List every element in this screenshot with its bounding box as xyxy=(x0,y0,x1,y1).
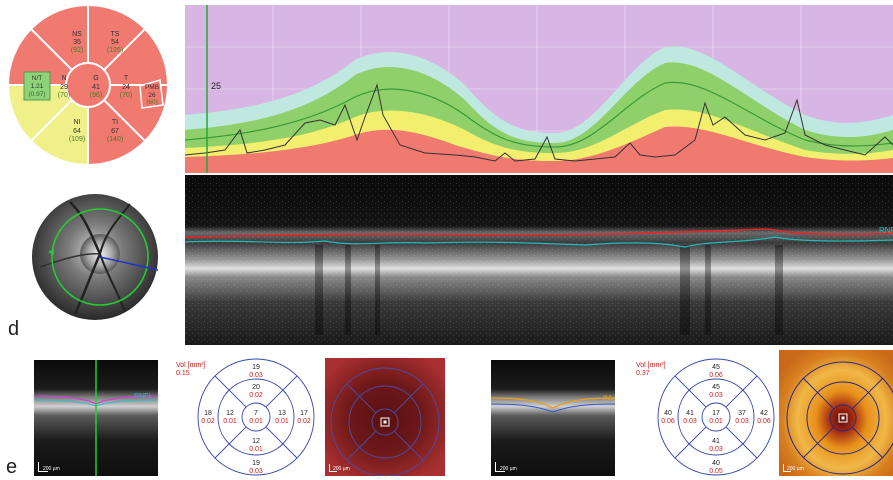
ns-normal: (92) xyxy=(71,47,83,54)
pmb-label: PMB xyxy=(145,84,159,91)
pmb-value: 26 xyxy=(148,92,156,99)
l-outer-right-v: 0.02 xyxy=(297,418,311,425)
pmb-normal: (60) xyxy=(146,99,158,106)
profile-patient-line xyxy=(185,83,893,162)
l-inner-top-v: 0.02 xyxy=(249,392,263,399)
nt-normal: (0.97) xyxy=(29,91,46,98)
sector-g xyxy=(65,62,111,108)
l-inner-left-t: 12 xyxy=(226,410,234,417)
r-inner-bottom-v: 0.03 xyxy=(709,446,723,453)
r-outer-top-v: 0.06 xyxy=(709,372,723,379)
r-outer-top-t: 45 xyxy=(712,364,720,371)
etdrs-grid-left: Vol [mm³] 0.15 19 0.03 20 0.02 18 0.02 1… xyxy=(176,358,315,476)
l-outer-bottom-t: 19 xyxy=(252,460,260,467)
t-label: T xyxy=(124,75,129,82)
oct-bscan: RNFL xyxy=(185,175,893,345)
n-label: N xyxy=(61,75,66,82)
r-center-t: 17 xyxy=(712,410,720,417)
l-outer-bottom-v: 0.03 xyxy=(249,468,263,475)
r-inner-right-t: 37 xyxy=(738,410,746,417)
right-layer-label: INL xyxy=(603,395,614,402)
l-inner-bottom-t: 12 xyxy=(252,438,260,445)
r-inner-left-t: 41 xyxy=(686,410,694,417)
rnfl-thickness-profile: 25 xyxy=(185,5,893,173)
fundus-image xyxy=(32,194,159,320)
ni-value: 64 xyxy=(73,128,81,135)
nt-label: N/T xyxy=(32,75,43,82)
ts-value: 54 xyxy=(111,39,119,46)
l-outer-top-v: 0.03 xyxy=(249,372,263,379)
r-outer-left-t: 40 xyxy=(664,410,672,417)
r-outer-bottom-v: 0.05 xyxy=(709,468,723,475)
nt-ratio-box xyxy=(23,71,51,101)
etdrs-grid-right: Vol [mm³] 0.37 45 0.06 45 0.03 40 0.06 4… xyxy=(636,358,775,476)
ti-normal: (140) xyxy=(107,136,123,143)
ni-label: NI xyxy=(74,119,81,126)
left-map-scale: 200 µm xyxy=(333,466,350,472)
r-inner-bottom-t: 41 xyxy=(712,438,720,445)
left-vol-label: Vol [mm³] xyxy=(176,362,206,369)
r-center-v: 0.01 xyxy=(709,418,723,425)
right-bscan-scale: 200 µm xyxy=(500,466,517,472)
l-inner-right-v: 0.01 xyxy=(275,418,289,425)
nt-value: 1.21 xyxy=(31,83,44,90)
profile-marker-label: 25 xyxy=(211,81,221,91)
ilm-boundary xyxy=(185,228,893,238)
g-value: 41 xyxy=(92,84,100,91)
ni-normal: (109) xyxy=(69,136,85,143)
g-normal: (96) xyxy=(90,92,102,99)
ns-label: NS xyxy=(72,31,82,38)
ti-label: TI xyxy=(112,119,118,126)
l-center-t: 7 xyxy=(254,410,258,417)
ti-value: 67 xyxy=(111,128,119,135)
ts-normal: (126) xyxy=(107,47,123,54)
r-inner-left-v: 0.03 xyxy=(683,418,697,425)
right-vol-label: Vol [mm³] xyxy=(636,362,666,369)
bscan-layer-label: RNFL xyxy=(879,226,893,235)
r-outer-bottom-t: 40 xyxy=(712,460,720,467)
profile-band-red xyxy=(185,126,893,173)
ns-value: 35 xyxy=(73,39,81,46)
r-outer-right-t: 42 xyxy=(760,410,768,417)
r-outer-right-v: 0.06 xyxy=(757,418,771,425)
rnfl-boundary xyxy=(185,236,893,248)
l-center-v: 0.01 xyxy=(249,418,263,425)
thickness-map-left: 200 µm xyxy=(325,358,445,476)
t-normal: (70) xyxy=(120,92,132,99)
l-inner-left-v: 0.01 xyxy=(223,418,237,425)
n-normal: (70) xyxy=(58,92,70,99)
right-vol-value: 0.37 xyxy=(636,370,650,377)
l-outer-right-t: 17 xyxy=(300,410,308,417)
panel-label-d: d xyxy=(8,318,20,340)
scan-circle xyxy=(51,208,149,306)
macula-bscan-right: INL 200 µm xyxy=(491,360,615,476)
l-inner-right-t: 13 xyxy=(278,410,286,417)
right-map-scale: 200 µm xyxy=(787,466,804,472)
pmb-box xyxy=(139,79,164,109)
panel-label-e: e xyxy=(6,456,18,478)
r-inner-top-v: 0.03 xyxy=(709,392,723,399)
r-inner-right-v: 0.03 xyxy=(735,418,749,425)
g-label: G xyxy=(93,75,98,82)
t-value: 24 xyxy=(122,84,130,91)
l-outer-left-v: 0.02 xyxy=(201,418,215,425)
thickness-map-right: 200 µm xyxy=(779,350,893,476)
left-layer-label: RNFL xyxy=(134,393,152,400)
l-inner-top-t: 20 xyxy=(252,384,260,391)
profile-normative-line xyxy=(185,81,893,148)
scan-start-line xyxy=(99,256,159,271)
ts-label: TS xyxy=(111,31,120,38)
left-vol-value: 0.15 xyxy=(176,370,190,377)
l-inner-bottom-v: 0.01 xyxy=(249,446,263,453)
left-bscan-scale: 200 µm xyxy=(43,466,60,472)
n-value: 29 xyxy=(60,84,68,91)
rnfl-sector-chart: NS 35 (92) TS 54 (126) N 29 (70) G 41 (9… xyxy=(7,4,169,166)
macula-bscan-left: RNFL 200 µm xyxy=(34,360,158,476)
r-inner-top-t: 45 xyxy=(712,384,720,391)
r-outer-left-v: 0.06 xyxy=(661,418,675,425)
l-outer-left-t: 18 xyxy=(204,410,212,417)
l-outer-top-t: 19 xyxy=(252,364,260,371)
